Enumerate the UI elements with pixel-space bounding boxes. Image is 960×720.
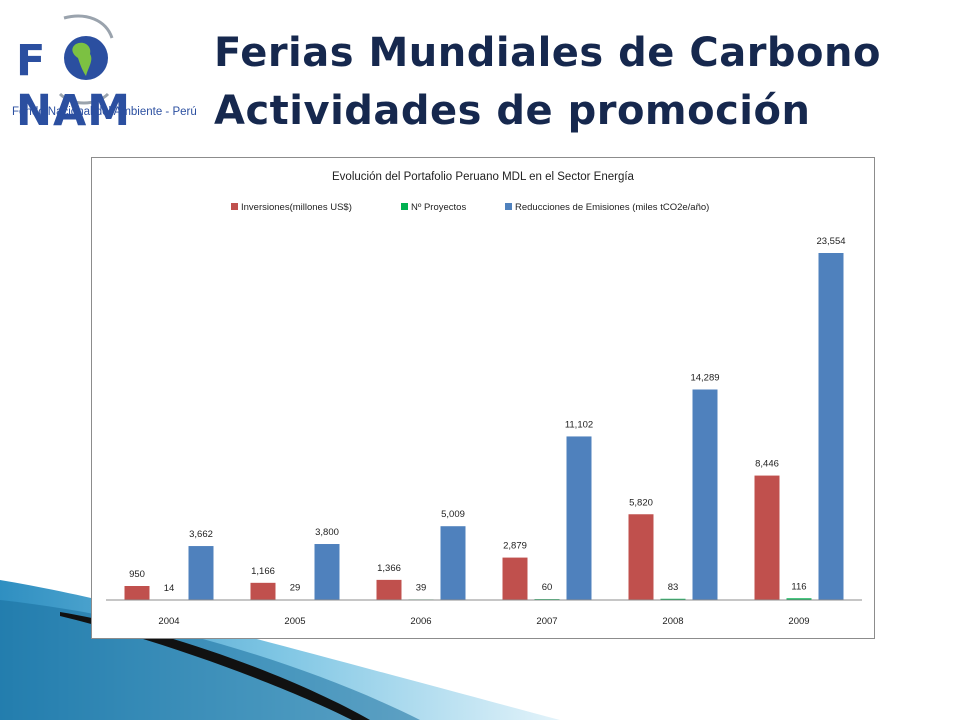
chart-title: Evolución del Portafolio Peruano MDL en … [332,171,635,183]
bar-2008-1 [660,598,686,600]
slide-title-line2: Actividades de promoción [214,88,811,134]
data-label-2004-1: 14 [164,583,175,594]
data-label-2006-2: 5,009 [441,509,465,520]
bar-2007-2 [566,436,592,600]
chart-frame: Evolución del Portafolio Peruano MDL en … [91,157,875,639]
data-label-2007-2: 11,102 [565,419,593,430]
data-label-2009-2: 23,554 [816,236,845,247]
legend-label-0: Inversiones(millones US$) [241,202,352,213]
data-label-2009-0: 8,446 [755,459,779,470]
bar-2009-2 [818,253,844,600]
data-label-2005-2: 3,800 [315,527,339,538]
data-label-2009-1: 116 [791,581,806,592]
bar-2008-0 [628,514,654,600]
slide-title-line1: Ferias Mundiales de Carbono [214,30,881,76]
data-label-2008-1: 83 [668,582,679,593]
logo-wordmark: FNAM [16,36,132,136]
x-tick-label-2006: 2006 [410,616,431,627]
bar-2004-0 [124,586,150,600]
legend-swatch-0 [231,203,238,210]
x-tick-label-2008: 2008 [662,616,683,627]
data-label-2004-2: 3,662 [189,529,213,540]
bar-2009-0 [754,475,780,600]
bar-2005-0 [250,582,276,600]
data-label-2008-0: 5,820 [629,497,653,508]
x-tick-label-2009: 2009 [788,616,809,627]
bar-2006-2 [440,526,466,600]
legend-swatch-2 [505,203,512,210]
legend-label-1: Nº Proyectos [411,202,466,213]
data-label-2005-0: 1,166 [251,566,275,577]
bar-2004-2 [188,546,214,600]
fonam-logo: FNAM Fondo Nacional del Ambiente - Perú [8,10,204,136]
bar-2007-0 [502,557,528,600]
logo-subtitle: Fondo Nacional del Ambiente - Perú [12,106,197,118]
legend-label-2: Reducciones de Emisiones (miles tCO2e/añ… [515,202,709,213]
x-tick-label-2004: 2004 [158,616,179,627]
bar-2006-0 [376,579,402,600]
data-label-2007-1: 60 [542,582,553,593]
data-label-2008-2: 14,289 [690,372,719,383]
bar-2005-2 [314,544,340,600]
data-label-2006-1: 39 [416,582,427,593]
bar-chart: Evolución del Portafolio Peruano MDL en … [106,171,862,627]
bar-2008-2 [692,389,718,600]
data-label-2005-1: 29 [290,583,301,594]
bar-2009-1 [786,598,812,600]
data-label-2007-0: 2,879 [503,541,527,552]
x-tick-label-2005: 2005 [284,616,305,627]
data-label-2004-0: 950 [129,569,145,580]
data-label-2006-0: 1,366 [377,563,401,574]
legend-swatch-1 [401,203,408,210]
x-tick-label-2007: 2007 [536,616,557,627]
